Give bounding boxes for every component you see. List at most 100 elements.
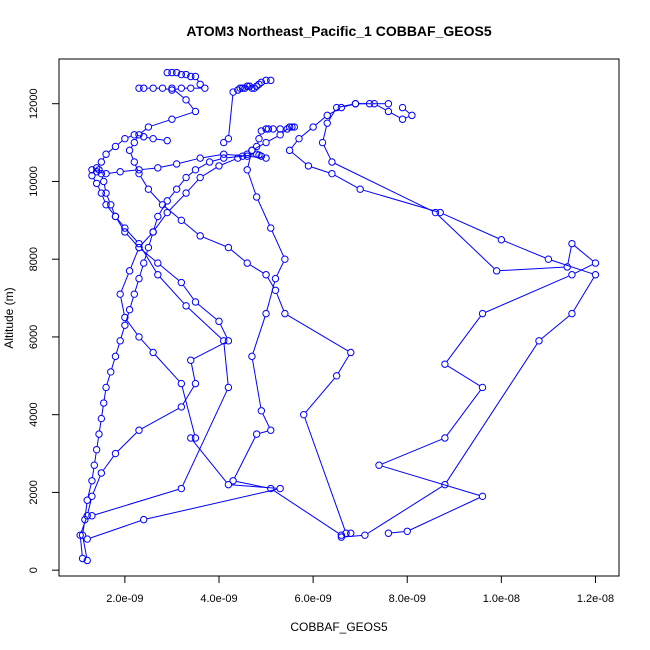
data-point — [300, 410, 308, 419]
series-segment — [179, 158, 197, 164]
series-segment — [148, 235, 153, 245]
series-segment — [500, 266, 564, 272]
y-tick-label: 12000 — [28, 88, 40, 119]
x-tick-label: 1.2e-08 — [577, 593, 614, 605]
series-segment — [106, 375, 111, 385]
series-segment — [311, 166, 329, 174]
data-point — [191, 379, 200, 388]
series-segment — [404, 109, 410, 114]
series-segment — [146, 136, 150, 139]
series-7 — [318, 100, 600, 537]
data-point — [135, 166, 143, 174]
data-point — [102, 201, 110, 209]
data-point — [196, 173, 204, 182]
data-point — [130, 131, 138, 139]
series-segment — [159, 203, 166, 214]
series-segment — [257, 199, 270, 226]
series-segment — [197, 303, 217, 320]
series-segment — [87, 499, 92, 513]
data-point — [568, 309, 576, 318]
data-point — [102, 169, 110, 178]
data-point — [255, 134, 263, 143]
data-point — [384, 100, 393, 108]
data-point — [403, 527, 411, 535]
data-point — [83, 535, 91, 543]
data-point — [107, 368, 115, 376]
series-segment — [102, 156, 105, 160]
series-segment — [87, 483, 92, 498]
series-segment — [140, 246, 157, 273]
data-point — [441, 360, 449, 368]
data-point — [100, 399, 108, 407]
series-segment — [337, 355, 350, 374]
y-axis-label: Altitude (m) — [2, 287, 16, 348]
series-segment — [182, 390, 228, 486]
series-segment — [106, 196, 110, 202]
data-point — [177, 216, 186, 225]
series-segment — [95, 489, 179, 516]
data-point — [347, 348, 355, 357]
y-axis: 0 2000 4000 6000 8000 10000 12000 — [28, 88, 59, 573]
data-point — [191, 434, 200, 442]
data-point — [304, 162, 313, 170]
data-point — [135, 84, 143, 92]
series-segment — [123, 169, 136, 172]
data-point — [163, 68, 171, 77]
series-segment — [202, 167, 217, 177]
series-segment — [273, 489, 339, 534]
data-point — [177, 403, 186, 411]
data-point — [92, 168, 101, 176]
series-segment — [182, 284, 194, 300]
data-point — [245, 82, 254, 90]
data-point — [140, 515, 148, 524]
data-point — [262, 309, 270, 318]
data-point — [102, 150, 110, 158]
data-point — [224, 383, 233, 392]
data-point — [83, 556, 91, 565]
data-point — [172, 68, 181, 77]
series-segment — [130, 153, 134, 160]
series-segment — [188, 307, 222, 339]
data-point — [177, 379, 186, 388]
data-point — [323, 119, 331, 127]
data-point — [436, 208, 444, 217]
series-segment — [252, 316, 266, 354]
series-segment — [574, 245, 594, 262]
data-point — [177, 84, 186, 92]
data-point — [95, 166, 103, 174]
data-point — [125, 146, 134, 155]
data-point — [125, 306, 134, 314]
series-segment — [135, 137, 138, 140]
series-segment — [126, 319, 138, 335]
data-point — [262, 154, 270, 162]
data-point — [281, 309, 289, 318]
data-point — [191, 107, 200, 116]
series-segment — [108, 148, 114, 153]
series-segment — [140, 234, 152, 246]
series-segment — [551, 259, 593, 275]
series-segment — [304, 417, 346, 531]
series-9 — [220, 76, 275, 147]
series-segment — [159, 276, 185, 304]
data-point — [234, 86, 242, 94]
series-segment — [541, 315, 570, 340]
data-point — [238, 152, 247, 160]
series-segment — [259, 430, 268, 434]
series-segment — [182, 386, 195, 405]
series-segment — [196, 79, 199, 82]
data-point — [191, 166, 200, 174]
data-point — [328, 158, 336, 166]
series-segment — [377, 104, 386, 111]
data-point — [224, 243, 233, 252]
data-point — [323, 111, 331, 120]
series-segment — [140, 339, 152, 351]
series-segment — [323, 145, 331, 160]
data-point — [290, 123, 298, 131]
data-point — [135, 426, 143, 434]
data-point — [283, 125, 291, 133]
series-segment — [252, 359, 262, 408]
data-point — [271, 274, 280, 283]
data-point — [365, 100, 374, 108]
series-segment — [198, 163, 207, 169]
series-segment — [153, 219, 158, 229]
